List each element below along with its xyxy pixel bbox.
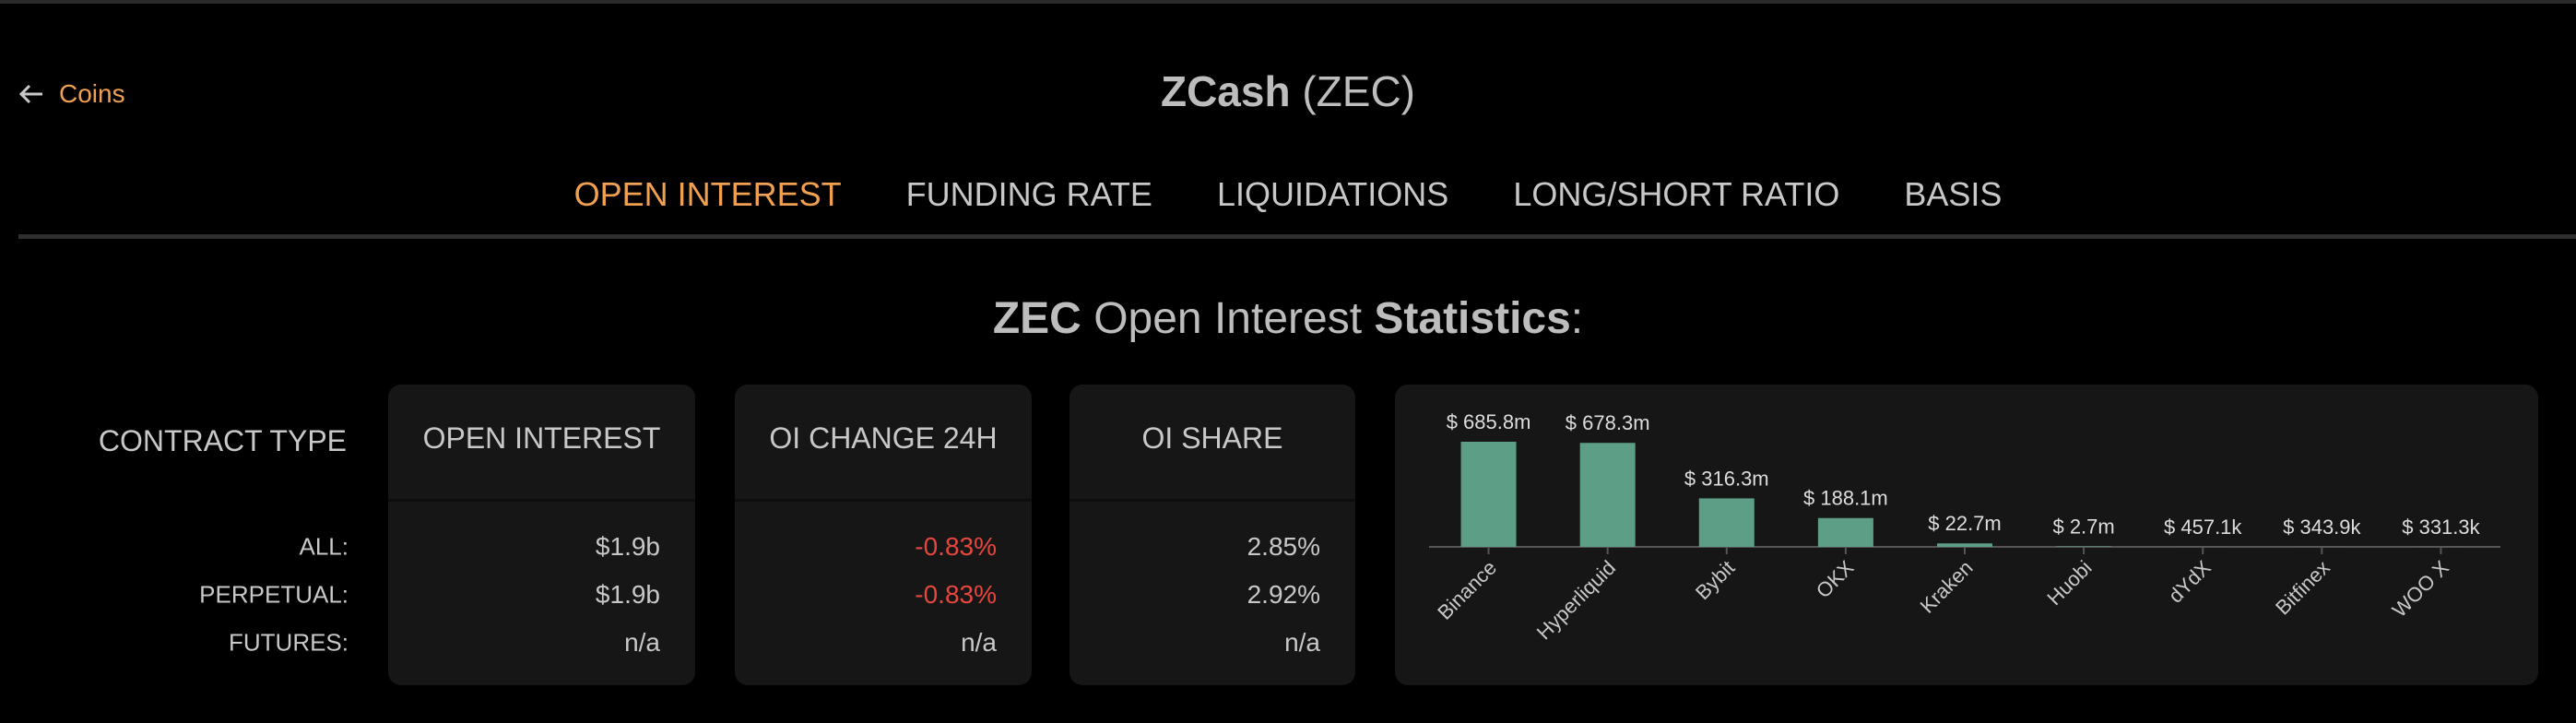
x-tick-label: Binance [1433, 556, 1501, 624]
coin-name: ZCash [1160, 67, 1291, 115]
value-label: $ 188.1m [1803, 487, 1888, 510]
table-card: OPEN INTEREST $1.9b $1.9b n/a [388, 385, 695, 685]
table-cell: n/a [961, 628, 997, 657]
tab-bar: OPEN INTEREST FUNDING RATE LIQUIDATIONS LON… [0, 175, 2576, 214]
value-label: $ 316.3m [1684, 467, 1769, 490]
row-header: CONTRACT TYPE [98, 424, 347, 457]
row-label: FUTURES: [229, 628, 349, 657]
value-label: $ 331.3k [2402, 516, 2480, 539]
tab[interactable]: FUNDING RATE [905, 175, 1152, 213]
page-title: ZCash (ZEC) [0, 66, 2576, 116]
tab[interactable]: LONG/SHORT RATIO [1513, 175, 1840, 213]
x-tick-label: OKX [1812, 556, 1859, 603]
column-header: OPEN INTEREST [422, 421, 661, 455]
section-symbol: ZEC [992, 294, 1081, 343]
table-cell: 2.92% [1247, 580, 1320, 609]
bar [1579, 443, 1636, 547]
x-tick-label: WOO X [2388, 556, 2453, 622]
section-text: Open Interest [1093, 294, 1363, 343]
coin-symbol: (ZEC) [1302, 67, 1415, 115]
section-suffix: : [1570, 294, 1584, 343]
chart: $ 685.8m Binance $ 678.3m Hyperliquid $ 316.… [1429, 410, 2500, 645]
section-title: ZEC Open Interest Statistics: [0, 293, 2576, 344]
table-cell: n/a [1284, 628, 1320, 657]
back-arrow [18, 84, 42, 104]
x-tick-label: Kraken [1916, 556, 1978, 618]
column-header: OI SHARE [1141, 421, 1283, 455]
value-label: $ 685.8m [1447, 410, 1531, 433]
value-label: $ 343.9k [2283, 516, 2361, 539]
table-cell: -0.83% [915, 580, 997, 609]
section-emphasis: Statistics [1374, 294, 1571, 343]
back-label[interactable]: Coins [59, 79, 125, 108]
tab[interactable]: BASIS [1904, 175, 2003, 213]
x-tick-label: Huobi [2042, 556, 2096, 610]
table-cell: -0.83% [915, 532, 997, 561]
header-divider [735, 499, 1032, 502]
value-label: $ 2.7m [2052, 516, 2114, 539]
table-cell: n/a [624, 628, 660, 657]
tab-separator [18, 234, 2576, 239]
value-label: $ 22.7m [1928, 512, 2002, 535]
row-label: ALL: [299, 532, 349, 561]
tab[interactable]: LIQUIDATIONS [1216, 175, 1449, 213]
column-header: OI CHANGE 24H [769, 421, 998, 455]
table-card: OI SHARE 2.85% 2.92% n/a [1069, 385, 1355, 685]
x-tick-label: dYdX [2164, 556, 2216, 608]
x-tick-label: Bitfinex [2271, 556, 2334, 620]
header-divider [388, 499, 695, 502]
value-label: $ 678.3m [1566, 411, 1650, 434]
tab[interactable]: OPEN INTEREST [573, 175, 842, 213]
x-tick-label: Bybit [1691, 556, 1739, 604]
chart-card: $ 685.8m Binance $ 678.3m Hyperliquid $ 316.… [1395, 385, 2538, 685]
table-cell: 2.85% [1247, 532, 1320, 561]
row-label: PERPETUAL: [199, 580, 349, 609]
bar [1937, 543, 1992, 547]
table-cell: $1.9b [595, 580, 660, 609]
header-divider [1069, 499, 1355, 502]
bar [1460, 442, 1517, 547]
top-border [0, 0, 2576, 4]
value-label: $ 457.1k [2164, 516, 2242, 539]
bar [1817, 517, 1873, 547]
back-link[interactable]: Coins [18, 77, 125, 111]
x-tick-label: Hyperliquid [1532, 556, 1621, 645]
bar [1698, 498, 1755, 547]
table-cell: $1.9b [595, 532, 660, 561]
table-card: OI CHANGE 24H -0.83% -0.83% n/a [735, 385, 1032, 685]
